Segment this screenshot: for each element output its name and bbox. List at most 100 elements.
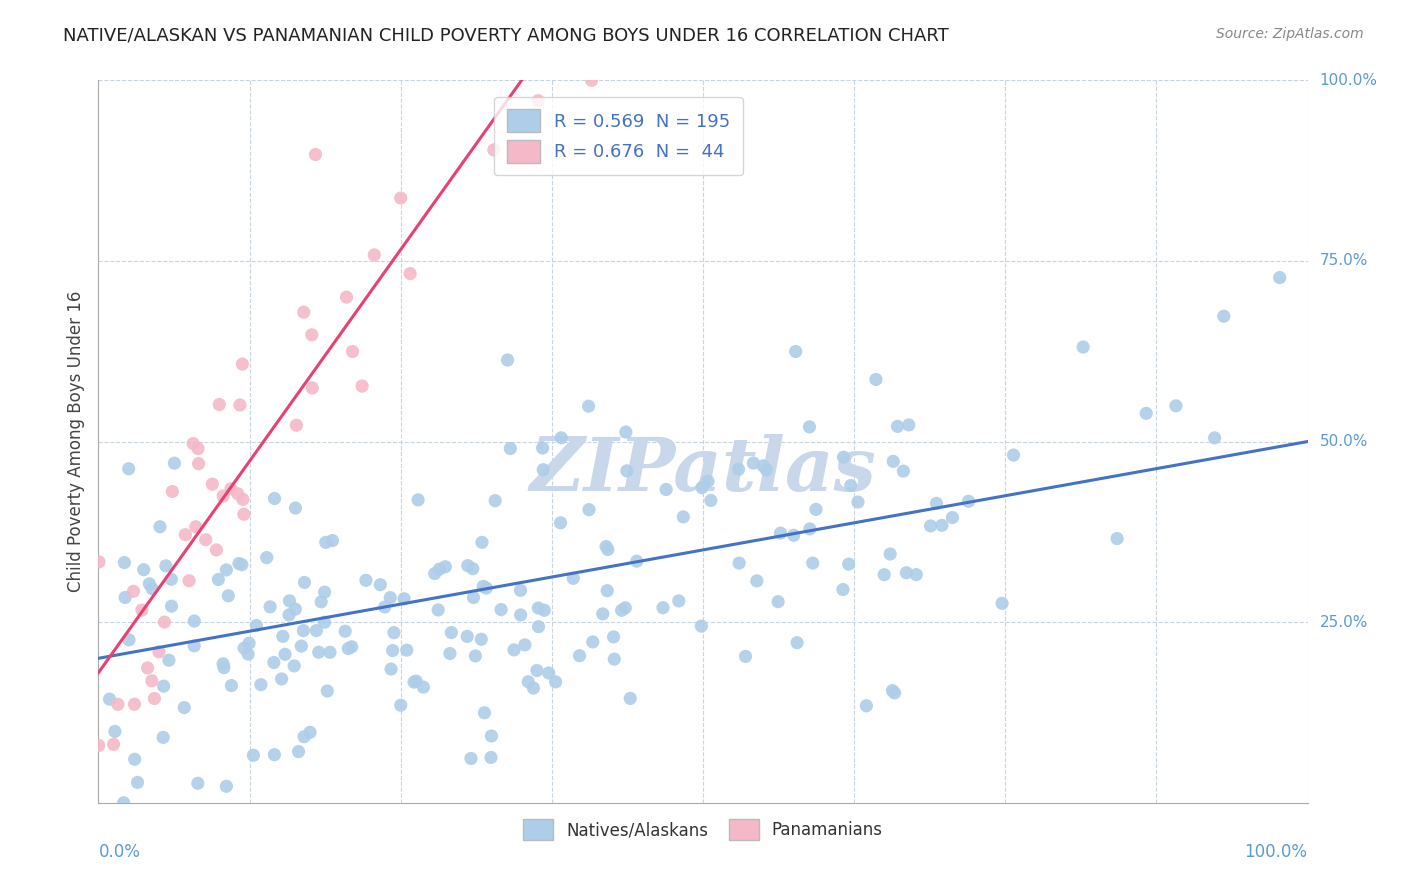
Point (221, 679, 243, 693)
Point (157, 653, 180, 667)
Point (333, 624, 356, 639)
Point (832, 582, 855, 597)
Point (187, 442, 209, 456)
Point (314, 585, 336, 599)
Point (283, 659, 305, 673)
Point (896, 566, 918, 580)
Point (131, 603, 153, 617)
Point (1212, 310, 1234, 324)
Point (368, 577, 391, 591)
Point (882, 454, 904, 468)
Text: Source: ZipAtlas.com: Source: ZipAtlas.com (1216, 27, 1364, 41)
Point (550, 516, 572, 530)
Point (374, 600, 396, 615)
Point (616, 464, 638, 478)
Point (232, 508, 254, 522)
Point (231, 357, 253, 371)
Point (122, 584, 145, 599)
Point (786, 635, 808, 649)
Point (596, 542, 619, 557)
Point (263, 491, 285, 506)
Point (270, 672, 292, 686)
Point (219, 482, 242, 496)
Point (285, 418, 308, 433)
Point (533, 603, 555, 617)
Point (846, 495, 869, 509)
Point (499, 442, 522, 456)
Point (472, 579, 495, 593)
Point (309, 595, 332, 609)
Point (389, 698, 412, 713)
Point (153, 615, 176, 629)
Point (527, 94, 550, 108)
Point (941, 510, 963, 524)
Point (427, 603, 450, 617)
Point (104, 724, 127, 739)
Point (205, 543, 228, 558)
Point (342, 344, 364, 359)
Point (838, 557, 860, 571)
Point (474, 706, 496, 720)
Point (544, 674, 567, 689)
Point (412, 680, 434, 694)
Point (173, 700, 195, 714)
Point (1002, 448, 1025, 462)
Point (124, 752, 146, 766)
Point (727, 462, 749, 476)
Point (201, 477, 224, 491)
Point (228, 557, 250, 571)
Point (183, 614, 205, 628)
Point (405, 674, 427, 689)
Point (610, 603, 633, 617)
Point (839, 478, 862, 492)
Text: NATIVE/ALASKAN VS PANAMANIAN CHILD POVERTY AMONG BOYS UNDER 16 CORRELATION CHART: NATIVE/ALASKAN VS PANAMANIAN CHILD POVER… (63, 27, 949, 45)
Point (1071, 340, 1094, 354)
Text: 100.0%: 100.0% (1320, 73, 1378, 87)
Point (292, 624, 315, 638)
Point (865, 372, 887, 386)
Point (799, 420, 821, 434)
Point (471, 535, 494, 549)
Point (352, 379, 374, 393)
Point (263, 656, 285, 670)
Point (479, 750, 502, 764)
Point (112, 556, 135, 570)
Point (382, 625, 405, 640)
Point (496, 353, 519, 368)
Point (212, 489, 235, 503)
Point (380, 662, 402, 676)
Point (596, 583, 619, 598)
Point (183, 639, 205, 653)
Point (582, 635, 605, 649)
Point (160, 572, 183, 586)
Point (991, 596, 1014, 610)
Point (138, 577, 160, 591)
Point (603, 652, 626, 666)
Point (212, 657, 235, 671)
Point (619, 691, 641, 706)
Point (527, 601, 550, 615)
Point (395, 643, 418, 657)
Point (263, 747, 285, 762)
Point (745, 574, 768, 588)
Point (389, 191, 412, 205)
Point (855, 698, 877, 713)
Point (801, 556, 824, 570)
Point (537, 665, 560, 680)
Text: 25.0%: 25.0% (1320, 615, 1368, 630)
Point (614, 600, 637, 615)
Point (215, 563, 238, 577)
Point (315, 535, 337, 549)
Point (87, 739, 110, 753)
Point (181, 436, 204, 450)
Point (423, 566, 446, 581)
Point (143, 691, 166, 706)
Legend: Natives/Alaskans, Panamanians: Natives/Alaskans, Panamanians (515, 811, 891, 848)
Point (517, 674, 540, 689)
Point (550, 431, 572, 445)
Point (509, 607, 531, 622)
Point (957, 494, 980, 508)
Point (337, 641, 360, 656)
Text: ZIPatlas: ZIPatlas (530, 434, 876, 507)
Point (440, 625, 463, 640)
